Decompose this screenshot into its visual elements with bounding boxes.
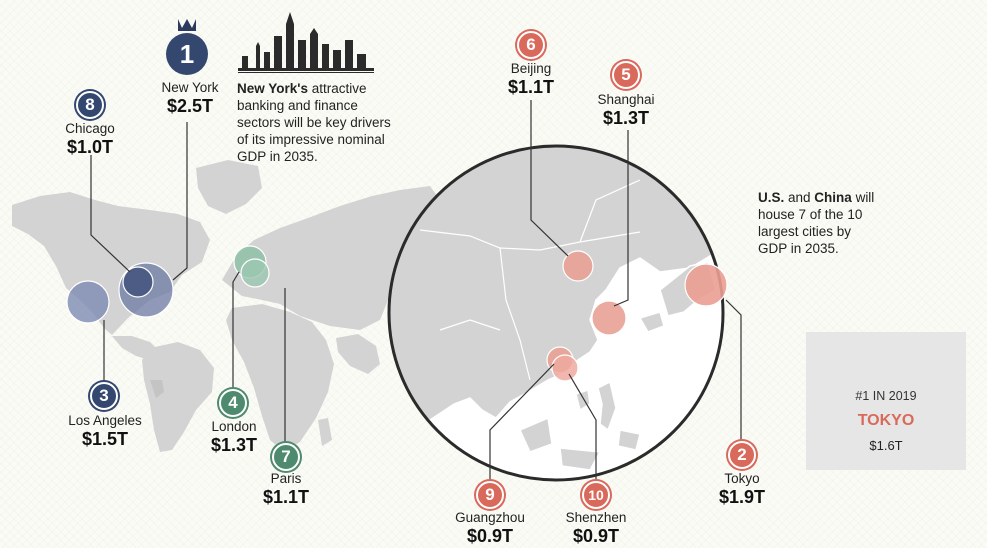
rank-badge-shanghai: 5 (612, 61, 640, 89)
note-line: of its impressive nominal (237, 132, 385, 147)
bubble-shenzhen (551, 354, 579, 382)
city-name: New York (161, 80, 219, 95)
rank-number: 9 (485, 485, 495, 504)
rank-2019-box: #1 IN 2019 TOKYO $1.6T (806, 332, 966, 470)
label-beijing: Beijing $1.1T (491, 61, 571, 97)
rank-number: 7 (281, 447, 291, 466)
rank-badge-los-angeles: 3 (90, 382, 118, 410)
note-bold: China (814, 190, 852, 205)
greenland (196, 160, 262, 214)
rank-2019-value: $1.6T (869, 438, 903, 453)
city-name: Paris (270, 471, 302, 486)
rank-number: 2 (737, 445, 747, 464)
leader-lines (90, 100, 742, 481)
note-line: GDP in 2035. (758, 241, 839, 256)
bubble-paris (240, 258, 270, 288)
bubble-los-angeles (66, 280, 110, 324)
city-value: $2.5T (166, 96, 214, 116)
rank-badge-paris: 7 (272, 443, 300, 471)
note-line: U.S. and China will (758, 189, 928, 206)
label-los-angeles: Los Angeles $1.5T (60, 413, 150, 449)
americas-landmass (12, 192, 214, 452)
city-name: Los Angeles (68, 413, 142, 428)
city-value: $0.9T (572, 526, 620, 546)
label-new-york: New York $2.5T (150, 80, 230, 116)
note-line: New York's attractive (237, 80, 437, 97)
rank-number: 4 (228, 393, 238, 412)
city-value: $1.0T (66, 137, 114, 157)
city-value: $1.9T (718, 487, 766, 507)
bubble-beijing (562, 250, 594, 282)
rank-badge-guangzhou: 9 (476, 481, 504, 509)
crown-icon (178, 19, 196, 31)
rank-badge-tokyo: 2 (728, 441, 756, 469)
rank-number: 3 (99, 386, 109, 405)
rank-2019-city: TOKYO (857, 412, 915, 429)
eurasia-africa-landmass (222, 186, 440, 452)
city-bubbles (66, 245, 728, 382)
note-bold: New York's (237, 81, 308, 96)
label-shenzhen: Shenzhen $0.9T (556, 510, 636, 546)
note-text: will (851, 190, 875, 205)
label-tokyo: Tokyo $1.9T (702, 471, 782, 507)
note-bold: U.S. (758, 190, 785, 205)
city-value: $0.9T (466, 526, 514, 546)
label-guangzhou: Guangzhou $0.9T (445, 510, 535, 546)
city-value: $1.5T (81, 429, 129, 449)
new-york-note: New York's attractive banking and financ… (237, 80, 437, 165)
bubble-chicago (122, 266, 154, 298)
note-line: house 7 of the 10 (758, 207, 863, 222)
note-text: attractive (308, 81, 367, 96)
note-text: and (784, 190, 815, 205)
city-name: Guangzhou (455, 510, 525, 525)
rank-badge-new-york: 1 (166, 33, 208, 75)
city-name: Tokyo (724, 471, 760, 486)
rank-badge-chicago: 8 (76, 91, 104, 119)
city-name: London (211, 419, 257, 434)
rank-number: 8 (85, 95, 95, 114)
rank-2019-label: #1 IN 2019 (855, 389, 917, 403)
rank-number: 5 (621, 65, 631, 84)
city-value: $1.1T (507, 77, 555, 97)
rank-number: 10 (588, 487, 604, 503)
city-name: Beijing (510, 61, 552, 76)
rank-number: 6 (526, 35, 536, 54)
label-shanghai: Shanghai $1.3T (586, 92, 666, 128)
bubble-tokyo (684, 263, 728, 307)
rank-badge-shenzhen: 10 (582, 481, 610, 509)
rank-badge-london: 4 (219, 389, 247, 417)
city-name: Shenzhen (565, 510, 627, 525)
label-london: London $1.3T (194, 419, 274, 455)
city-name: Chicago (65, 121, 115, 136)
note-line: sectors will be key drivers (237, 115, 391, 130)
label-chicago: Chicago $1.0T (50, 121, 130, 157)
city-value: $1.3T (210, 435, 258, 455)
bubble-shanghai (591, 300, 627, 336)
rank-badge-beijing: 6 (517, 31, 545, 59)
city-name: Shanghai (597, 92, 655, 107)
asia-zoom-circle (387, 144, 725, 482)
label-paris: Paris $1.1T (246, 471, 326, 507)
note-line: banking and finance (237, 98, 358, 113)
note-line: largest cities by (758, 224, 852, 239)
skyline-icon (238, 12, 374, 73)
city-value: $1.1T (262, 487, 310, 507)
city-value: $1.3T (602, 108, 650, 128)
note-line: GDP in 2035. (237, 149, 318, 164)
us-china-note: U.S. and China will house 7 of the 10 la… (758, 189, 928, 257)
